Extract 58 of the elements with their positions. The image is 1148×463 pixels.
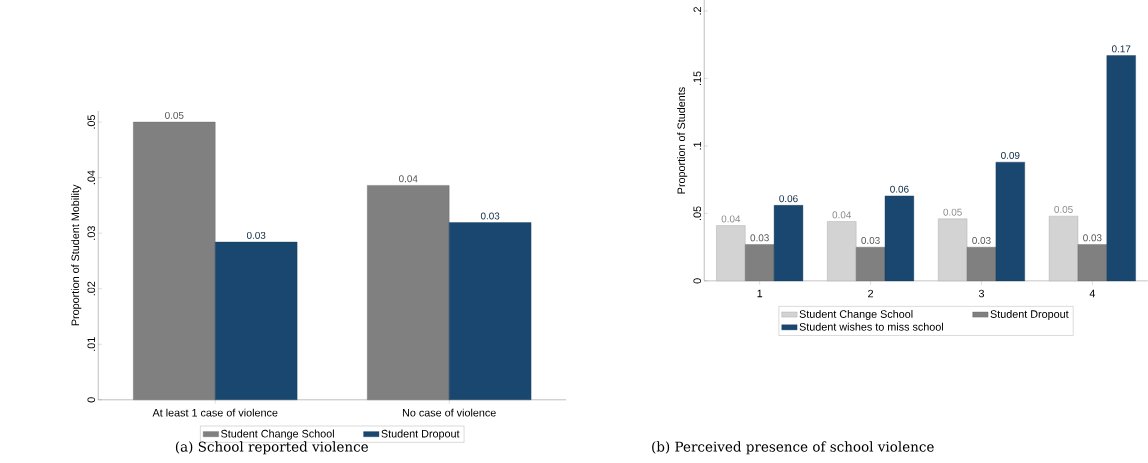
text: (b) Perceived presence of school violence [652, 441, 934, 455]
bar [745, 244, 775, 282]
bar [133, 121, 216, 400]
bar [449, 222, 532, 400]
x-tick-label: 3 [978, 289, 985, 298]
y-tick-label: .15 [693, 71, 702, 85]
y-tick-label: .1 [693, 141, 702, 150]
bar [855, 246, 886, 282]
bar [827, 221, 857, 282]
data-label: 0.04 [398, 175, 418, 183]
y-tick-label: .01 [87, 337, 96, 351]
y-tick-label: .2 [693, 6, 702, 15]
legend-label: Student Dropout [381, 429, 460, 440]
data-label: 0.05 [165, 111, 184, 119]
data-label: 0.04 [832, 211, 852, 219]
y-tick-label: 0 [87, 397, 96, 403]
data-label: 0.03 [972, 236, 991, 244]
data-label: 0.06 [779, 195, 798, 203]
data-label: 0.03 [246, 231, 266, 239]
bar [773, 205, 804, 282]
bar [716, 225, 746, 282]
data-label: 0.05 [943, 208, 962, 216]
legend-label: Student Dropout [990, 309, 1069, 320]
y-tick-label: .04 [87, 170, 96, 185]
data-label: 0.03 [750, 234, 769, 242]
y-tick-label: .03 [87, 226, 96, 240]
x-tick-label: 1 [757, 289, 763, 298]
legend-label: Student Change School [221, 429, 334, 440]
data-label: 0.03 [480, 212, 500, 220]
data-label: 0.09 [1001, 151, 1020, 159]
legend-label: Student wishes to miss school [799, 322, 943, 331]
y-tick-label: 0 [693, 278, 702, 284]
legend-label: Student Change School [799, 309, 913, 320]
bar [1106, 55, 1136, 282]
bar [995, 161, 1025, 282]
y-axis-title: Proportion of Student Mobility [71, 184, 82, 326]
data-label: 0.17 [1111, 45, 1131, 53]
data-label: 0.05 [1054, 205, 1073, 213]
y-tick-label: .05 [693, 206, 702, 220]
y-tick-label: .02 [87, 281, 96, 296]
data-label: 0.04 [721, 215, 741, 223]
y-axis-title: Proportion of Students [677, 87, 688, 194]
bar [1077, 244, 1107, 282]
bar [884, 195, 915, 282]
data-label: 0.06 [890, 185, 909, 193]
x-tick-label: 4 [1089, 289, 1096, 298]
bar [215, 241, 298, 400]
bar [938, 218, 968, 282]
x-tick-label: At least 1 case of violence [152, 408, 278, 417]
bar [367, 185, 450, 400]
bar [1048, 215, 1079, 282]
text: (a) School reported violence [175, 441, 368, 455]
data-label: 0.03 [861, 236, 880, 244]
bar [966, 246, 997, 282]
x-tick-label: 2 [868, 289, 874, 298]
y-tick-label: .05 [87, 114, 96, 129]
x-tick-label: No case of violence [402, 408, 496, 417]
data-label: 0.03 [1083, 234, 1102, 242]
